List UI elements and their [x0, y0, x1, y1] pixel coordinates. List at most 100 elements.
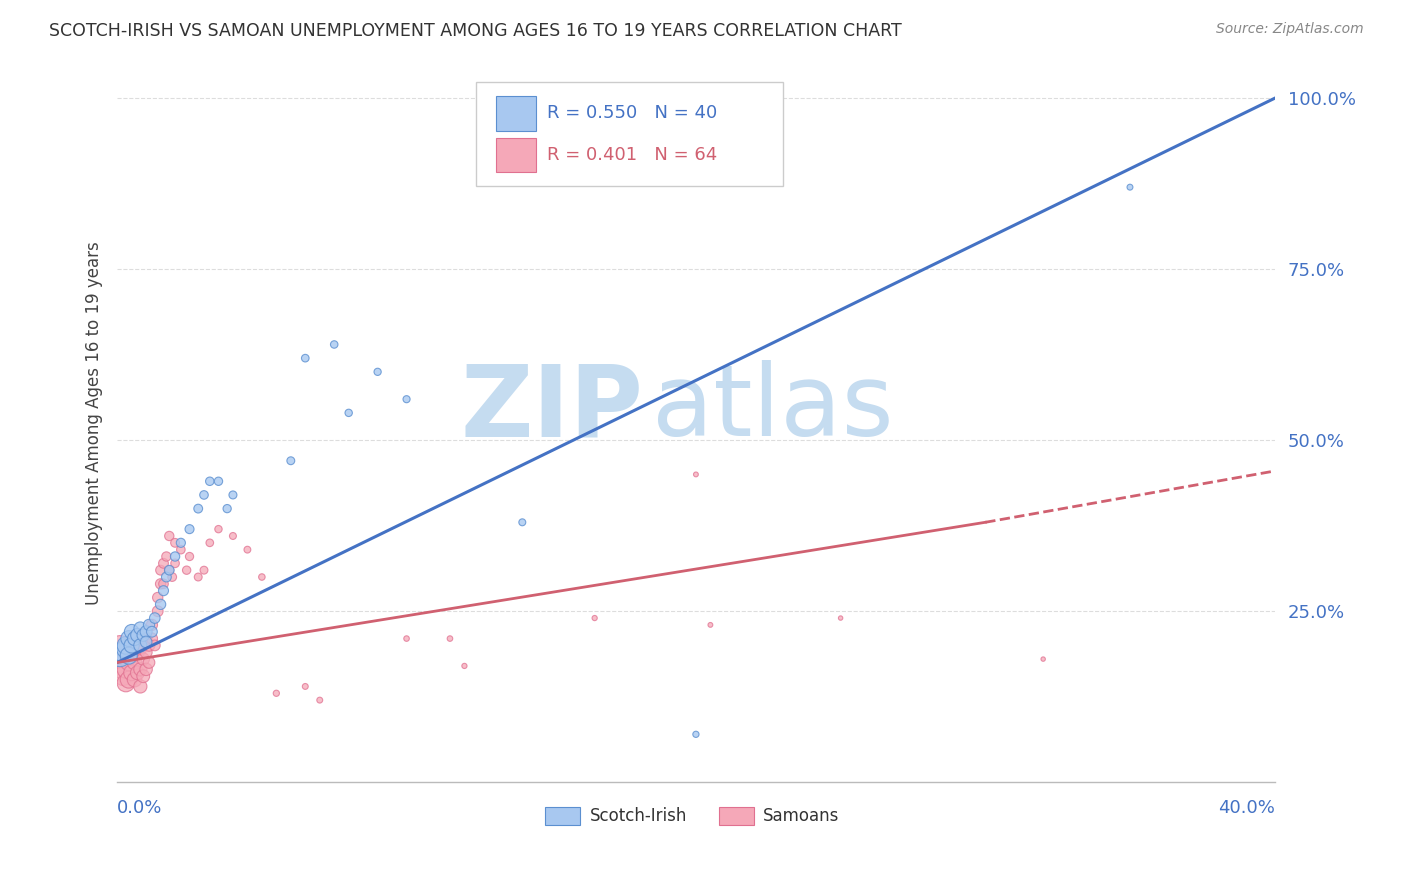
- Point: [135, 624, 157, 639]
- Point: [198, 536, 221, 550]
- Point: [222, 529, 245, 543]
- Point: [217, 501, 239, 516]
- Bar: [496, 96, 536, 131]
- Point: [157, 529, 180, 543]
- Text: Samoans: Samoans: [763, 807, 839, 825]
- Point: [118, 656, 141, 670]
- Point: [127, 645, 149, 659]
- Point: [121, 665, 143, 680]
- Point: [294, 680, 316, 694]
- Point: [115, 676, 138, 690]
- Point: [395, 392, 418, 407]
- Point: [453, 659, 475, 673]
- Point: [157, 563, 180, 577]
- Point: [280, 454, 302, 468]
- Point: [115, 639, 138, 653]
- Point: [395, 632, 418, 646]
- Point: [198, 475, 221, 489]
- Point: [149, 598, 172, 612]
- Point: [152, 557, 174, 571]
- Text: R = 0.401   N = 64: R = 0.401 N = 64: [547, 146, 717, 164]
- Point: [155, 549, 177, 564]
- Point: [132, 652, 155, 666]
- Point: [308, 693, 330, 707]
- Point: [138, 639, 160, 653]
- Text: Scotch-Irish: Scotch-Irish: [589, 807, 686, 825]
- Point: [179, 522, 201, 536]
- Point: [138, 618, 160, 632]
- Point: [141, 632, 163, 646]
- Point: [170, 536, 193, 550]
- Point: [165, 536, 187, 550]
- Point: [118, 632, 141, 646]
- Point: [129, 662, 152, 676]
- Point: [141, 624, 163, 639]
- Point: [132, 669, 155, 683]
- Point: [129, 641, 152, 656]
- Point: [127, 628, 149, 642]
- Point: [121, 648, 143, 663]
- Point: [193, 563, 215, 577]
- Point: [266, 686, 288, 700]
- Point: [135, 635, 157, 649]
- Point: [165, 557, 187, 571]
- Point: [124, 656, 146, 670]
- Point: [135, 632, 157, 646]
- FancyBboxPatch shape: [477, 82, 783, 186]
- Text: atlas: atlas: [652, 360, 894, 458]
- Point: [141, 618, 163, 632]
- Point: [685, 727, 707, 741]
- Point: [132, 628, 155, 642]
- Point: [155, 570, 177, 584]
- Point: [170, 542, 193, 557]
- Point: [118, 639, 141, 653]
- Point: [129, 639, 152, 653]
- Point: [152, 583, 174, 598]
- Point: [121, 624, 143, 639]
- Point: [108, 656, 131, 670]
- Point: [111, 645, 134, 659]
- Point: [337, 406, 360, 420]
- Point: [207, 475, 229, 489]
- Point: [207, 522, 229, 536]
- Point: [157, 563, 180, 577]
- Point: [111, 648, 134, 663]
- Point: [179, 549, 201, 564]
- Point: [124, 632, 146, 646]
- Point: [127, 665, 149, 680]
- Point: [439, 632, 461, 646]
- Text: ZIP: ZIP: [461, 360, 644, 458]
- Bar: [496, 138, 536, 172]
- Text: R = 0.550   N = 40: R = 0.550 N = 40: [547, 103, 717, 122]
- Point: [149, 563, 172, 577]
- Bar: [718, 807, 754, 825]
- Point: [115, 641, 138, 656]
- Text: Source: ZipAtlas.com: Source: ZipAtlas.com: [1216, 22, 1364, 37]
- Point: [1032, 652, 1054, 666]
- Point: [160, 570, 183, 584]
- Point: [236, 542, 259, 557]
- Point: [124, 673, 146, 687]
- Bar: [546, 807, 581, 825]
- Text: 0.0%: 0.0%: [117, 799, 163, 817]
- Point: [138, 656, 160, 670]
- Point: [510, 516, 533, 530]
- Point: [135, 662, 157, 676]
- Point: [111, 669, 134, 683]
- Point: [118, 673, 141, 687]
- Point: [699, 618, 721, 632]
- Point: [165, 549, 187, 564]
- Point: [685, 467, 707, 482]
- Point: [250, 570, 273, 584]
- Point: [187, 570, 209, 584]
- Point: [323, 337, 346, 351]
- Point: [118, 648, 141, 663]
- Point: [108, 648, 131, 663]
- Point: [111, 662, 134, 676]
- Text: SCOTCH-IRISH VS SAMOAN UNEMPLOYMENT AMONG AGES 16 TO 19 YEARS CORRELATION CHART: SCOTCH-IRISH VS SAMOAN UNEMPLOYMENT AMON…: [49, 22, 903, 40]
- Point: [129, 621, 152, 635]
- Point: [176, 563, 198, 577]
- Y-axis label: Unemployment Among Ages 16 to 19 years: Unemployment Among Ages 16 to 19 years: [86, 241, 103, 605]
- Point: [146, 604, 169, 618]
- Point: [1119, 180, 1142, 194]
